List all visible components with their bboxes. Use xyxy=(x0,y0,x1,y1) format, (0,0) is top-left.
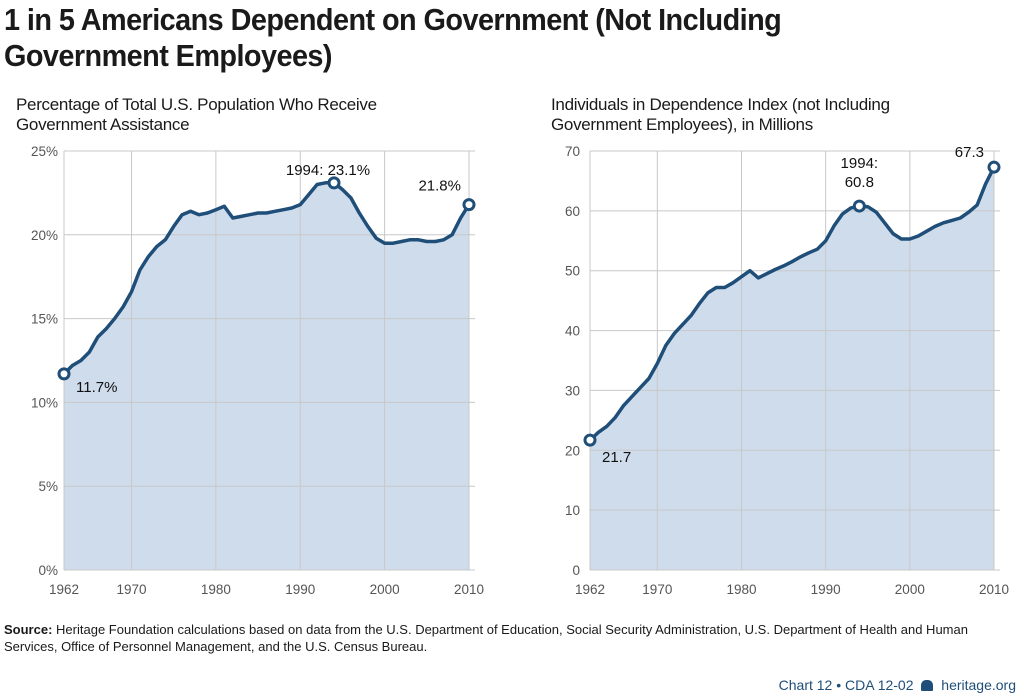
annotation-line: 21.8% xyxy=(418,178,461,195)
annotation-marker xyxy=(57,367,71,381)
area-fill xyxy=(64,182,469,571)
x-tick-label: 1980 xyxy=(201,582,231,597)
y-tick-label: 25% xyxy=(31,144,58,159)
annotation-label: 11.7% xyxy=(76,379,117,396)
y-tick-label: 0% xyxy=(38,563,58,578)
annotation-marker xyxy=(987,160,1001,174)
site-link[interactable]: heritage.org xyxy=(941,677,1016,693)
y-tick-label: 5% xyxy=(38,479,58,494)
area-fill xyxy=(590,167,994,570)
annotation-line: 11.7% xyxy=(76,379,117,396)
annotation-marker xyxy=(852,199,866,213)
x-tick-label: 1962 xyxy=(49,582,79,597)
x-tick-label: 1970 xyxy=(116,582,146,597)
annotation-line: 60.8 xyxy=(845,174,874,191)
y-tick-label: 60 xyxy=(565,204,580,219)
annotation-marker xyxy=(327,176,341,190)
y-tick-label: 40 xyxy=(565,324,580,339)
credit: Chart 12 • CDA 12-02 heritage.org xyxy=(779,677,1016,693)
x-tick-label: 1990 xyxy=(811,582,841,597)
x-tick-label: 1980 xyxy=(726,582,756,597)
y-tick-label: 30 xyxy=(565,383,580,398)
left-chart-title: Percentage of Total U.S. Population Who … xyxy=(16,95,377,134)
annotation-label: 1994: 60.8 xyxy=(841,155,879,191)
x-tick-label: 2000 xyxy=(895,582,925,597)
y-tick-label: 20 xyxy=(565,443,580,458)
x-tick-label: 2000 xyxy=(370,582,400,597)
y-tick-label: 0 xyxy=(572,563,580,578)
annotation-label: 67.3 xyxy=(955,144,984,161)
annotation-label: 1994: 23.1% xyxy=(286,162,370,179)
source-text: Heritage Foundation calculations based o… xyxy=(4,622,968,654)
source-note: Source: Heritage Foundation calculations… xyxy=(4,621,1014,655)
x-tick-label: 1970 xyxy=(642,582,672,597)
x-tick-label: 2010 xyxy=(979,582,1009,597)
y-tick-label: 10 xyxy=(565,503,580,518)
chart-1: 0 10 20 30 40 50 60 70 1962 1970 1980 1990 2000 2010 2… xyxy=(565,144,1009,597)
annotation-marker xyxy=(462,198,476,212)
annotation-line: 1994: 23.1% xyxy=(286,162,370,179)
y-tick-label: 15% xyxy=(31,312,58,327)
y-tick-label: 50 xyxy=(565,264,580,279)
y-tick-label: 70 xyxy=(565,144,580,159)
annotation-label: 21.8% xyxy=(418,178,461,195)
annotation-line: 21.7 xyxy=(602,449,631,466)
chart-id: Chart 12 • CDA 12-02 xyxy=(778,677,914,693)
annotation-marker xyxy=(583,433,597,447)
liberty-bell-icon xyxy=(921,680,934,691)
y-tick-label: 10% xyxy=(31,395,58,410)
y-tick-label: 20% xyxy=(31,228,58,243)
annotation-line: 1994: xyxy=(841,155,879,172)
x-tick-label: 1990 xyxy=(285,582,315,597)
annotation-line: 67.3 xyxy=(955,144,984,161)
chart-title: 1 in 5 Americans Dependent on Government… xyxy=(4,2,782,73)
x-tick-label: 2010 xyxy=(454,582,484,597)
x-tick-label: 1962 xyxy=(575,582,605,597)
chart-0: 0% 5% 10% 15% 20% 25% 1962 1970 1980 1990 2000 2010… xyxy=(31,144,484,597)
source-label: Source: xyxy=(4,622,53,637)
right-chart-title: Individuals in Dependence Index (not Inc… xyxy=(551,95,890,134)
annotation-label: 21.7 xyxy=(602,449,631,466)
